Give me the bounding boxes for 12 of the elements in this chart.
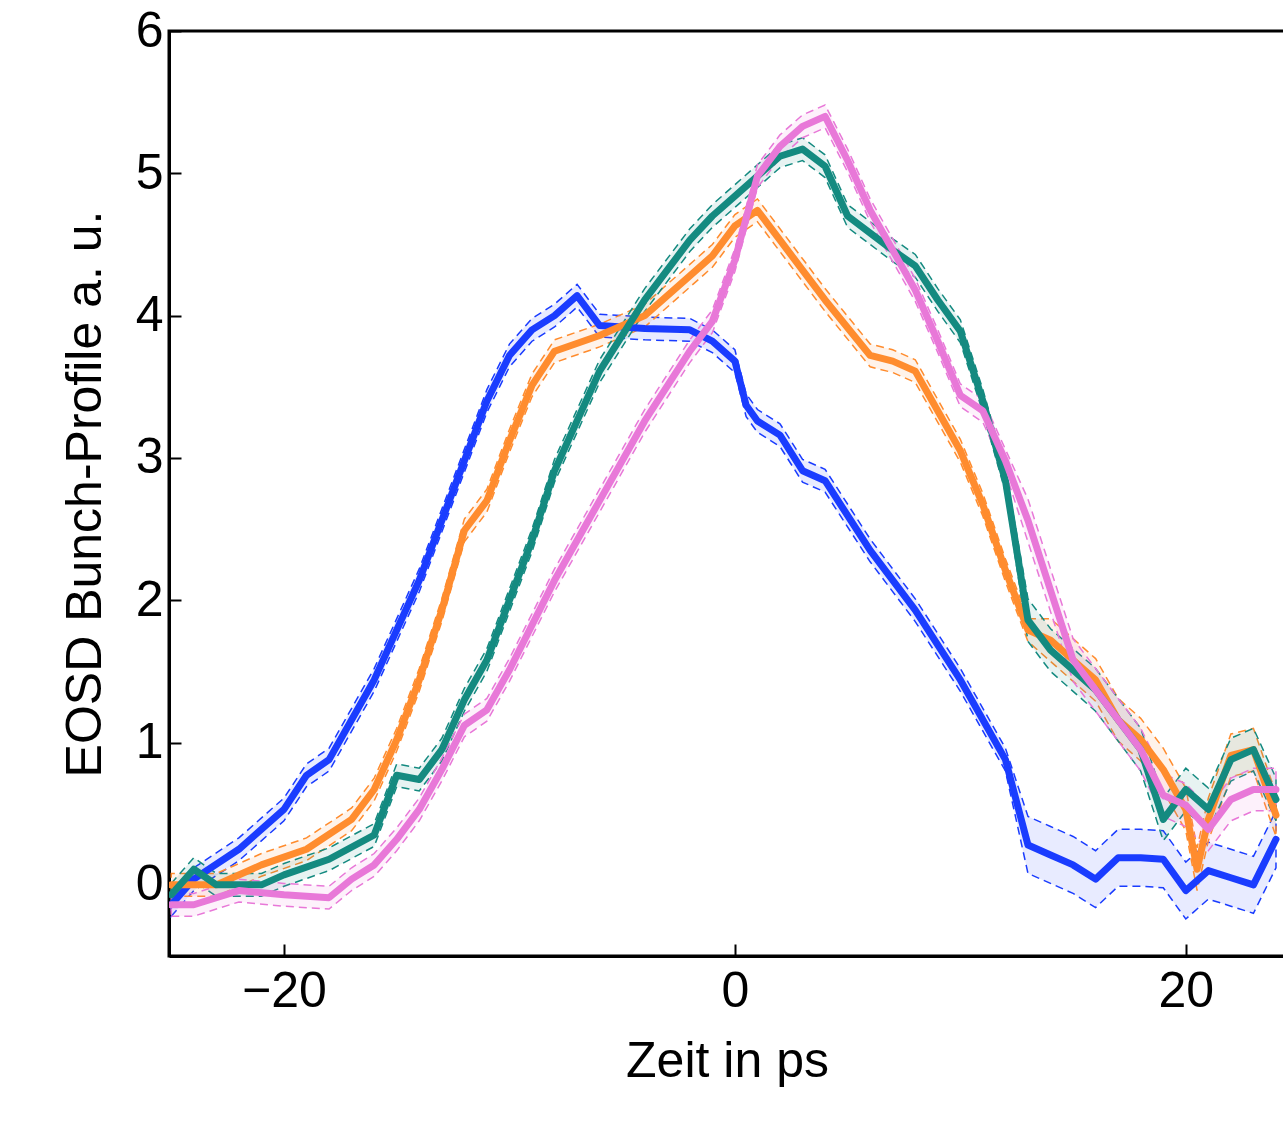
y-tick-label: 4 [135,286,164,343]
x-tick-label: −20 [242,961,327,1018]
x-tick-label: 20 [1158,961,1215,1018]
y-tick-label: 1 [135,713,164,770]
y-tick-label: 6 [135,1,164,58]
y-tick-label: 2 [135,570,164,627]
x-tick-label: 0 [721,961,750,1018]
y-tick-label: 5 [135,143,164,200]
y-axis-title: EOSD Bunch-Profile a. u. [55,210,112,778]
y-tick-label: 0 [135,855,164,912]
x-axis-title: Zeit in ps [626,1031,829,1088]
y-tick-label: 3 [135,428,164,485]
